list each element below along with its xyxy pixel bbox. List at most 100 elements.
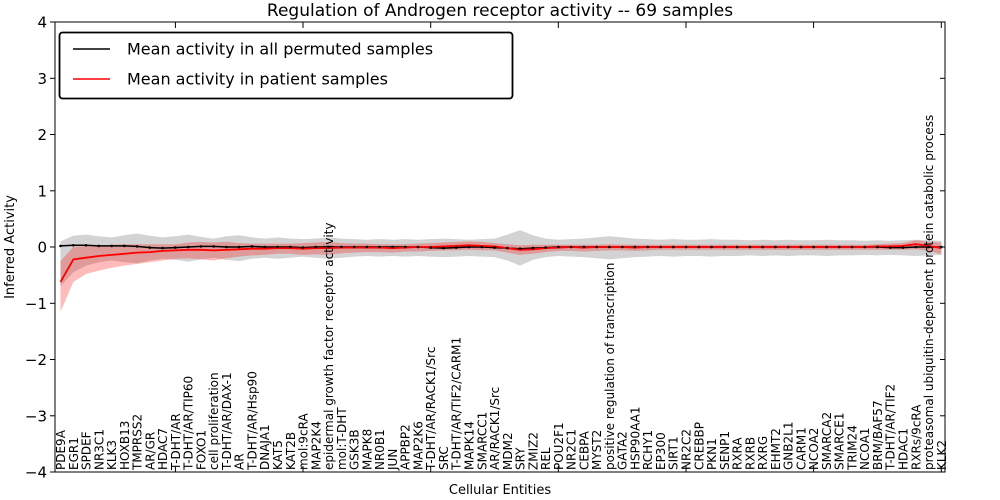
data-point-marker — [378, 245, 381, 249]
series-line-patient — [59, 243, 942, 283]
data-point-marker — [416, 245, 420, 249]
x-tick-label: MAPK8 — [360, 429, 374, 470]
data-point-marker — [123, 244, 126, 248]
data-point-marker — [174, 246, 177, 249]
data-point-marker — [186, 245, 190, 249]
x-tick-label: T-DHT/AR — [169, 413, 183, 471]
data-point-marker — [786, 245, 790, 249]
x-tick-label: SPDEF — [80, 431, 94, 470]
x-tick-label: AR — [233, 453, 247, 470]
data-point-marker — [799, 245, 803, 249]
data-point-marker — [837, 245, 841, 249]
data-point-marker — [59, 244, 62, 248]
x-tick-label: NCOA2 — [807, 428, 821, 470]
y-tick-label: −1 — [25, 295, 47, 313]
data-point-marker — [506, 246, 509, 250]
y-tick-label: 1 — [37, 182, 47, 200]
x-tick-label: MAPK14 — [462, 421, 476, 470]
x-tick-label: KAT5 — [271, 440, 285, 470]
x-tick-label: HDAC7 — [156, 428, 170, 470]
data-point-marker — [914, 245, 918, 249]
x-tick-label: MDM2 — [501, 432, 515, 470]
data-point-marker — [493, 246, 496, 249]
x-tick-label: EP300 — [654, 432, 668, 470]
y-tick-label: 2 — [37, 126, 47, 144]
x-tick-label: ZMIZ2 — [526, 432, 540, 470]
data-point-marker — [352, 245, 356, 249]
data-point-marker — [850, 245, 854, 249]
data-point-marker — [723, 245, 726, 249]
data-point-marker — [735, 245, 739, 249]
data-point-marker — [72, 244, 75, 247]
x-tick-label: SIRT1 — [667, 436, 681, 470]
x-tick-label: HOXB13 — [118, 421, 132, 470]
x-tick-label: proteasomal ubiquitin-dependent protein … — [922, 115, 936, 470]
data-point-marker — [659, 245, 662, 249]
x-tick-label: NR2C2 — [679, 429, 693, 470]
x-tick-label: T-DHT/AR/DAX-1 — [220, 372, 234, 471]
data-point-marker — [161, 246, 164, 250]
x-tick-label: GNB2L1 — [782, 422, 796, 470]
data-point-marker — [582, 245, 586, 249]
x-tick-label: GSK3B — [348, 429, 362, 470]
x-tick-label: CARM1 — [794, 427, 808, 470]
data-point-marker — [403, 245, 407, 249]
data-point-marker — [774, 245, 777, 249]
x-tick-label: RCHY1 — [641, 430, 655, 470]
x-tick-label: DNAJA1 — [258, 424, 272, 470]
data-point-marker — [276, 245, 279, 249]
x-tick-label: NCOA1 — [858, 428, 872, 470]
data-point-marker — [620, 245, 624, 249]
x-tick-label: SRC — [437, 446, 451, 470]
x-tick-label: PKN1 — [705, 438, 719, 470]
data-point-marker — [518, 247, 522, 250]
data-point-marker — [199, 245, 203, 248]
data-point-marker — [748, 245, 752, 249]
x-tick-label: BRM/BAF57 — [871, 400, 885, 470]
x-tick-label: RXRA — [731, 437, 745, 470]
x-tick-label: CEBPA — [577, 430, 591, 470]
x-tick-label: T-DHT/AR/TIF2 — [884, 384, 898, 471]
x-tick-label: KLK3 — [105, 440, 119, 470]
x-tick-label: MAP2K6 — [411, 421, 425, 470]
x-tick-label: SMARCE1 — [833, 412, 847, 470]
permuted-std-band — [60, 230, 942, 287]
chart-title: Regulation of Androgen receptor activity… — [267, 1, 733, 21]
x-tick-label: TRIM24 — [845, 425, 859, 471]
x-tick-label: KLK2 — [935, 440, 949, 470]
x-tick-label: NR3C1 — [92, 429, 106, 470]
x-tick-label: TMPRSS2 — [131, 414, 145, 471]
x-tick-label: REL — [539, 447, 553, 470]
data-point-marker — [97, 244, 101, 248]
legend-label-patient: Mean activity in patient samples — [127, 70, 388, 89]
legend-box — [58, 31, 514, 100]
data-point-marker — [237, 245, 241, 249]
data-point-marker — [467, 245, 471, 249]
x-tick-label: T-DHT/AR/TIF2/CARM1 — [450, 337, 464, 471]
band-layer — [60, 230, 942, 312]
x-tick-label: KAT2B — [284, 432, 298, 470]
data-point-marker — [340, 245, 343, 249]
x-tick-label: EGR1 — [67, 437, 81, 470]
x-tick-label: mol:T-DHT — [335, 407, 349, 470]
data-point-marker — [812, 245, 815, 249]
data-point-marker — [442, 246, 445, 250]
x-tick-label: HSP90AA1 — [628, 406, 642, 470]
x-tick-label: positive regulation of transcription — [603, 263, 617, 470]
data-point-marker — [225, 245, 228, 249]
data-point-marker — [761, 245, 764, 249]
x-tick-label: HDAC1 — [897, 428, 911, 470]
x-tick-label: AR/RACK1/Src — [488, 387, 502, 470]
x-tick-label: NR0B1 — [373, 429, 387, 470]
data-point-marker — [454, 246, 458, 249]
x-tick-label: cell proliferation — [207, 372, 221, 470]
x-tick-label: SMARCA2 — [820, 412, 834, 470]
x-tick-label: SENP1 — [718, 431, 732, 470]
y-tick-label: 4 — [37, 14, 47, 32]
data-point-marker — [888, 246, 892, 249]
data-point-marker — [557, 245, 560, 249]
y-tick-label: −4 — [25, 464, 47, 482]
data-point-marker — [84, 244, 88, 247]
